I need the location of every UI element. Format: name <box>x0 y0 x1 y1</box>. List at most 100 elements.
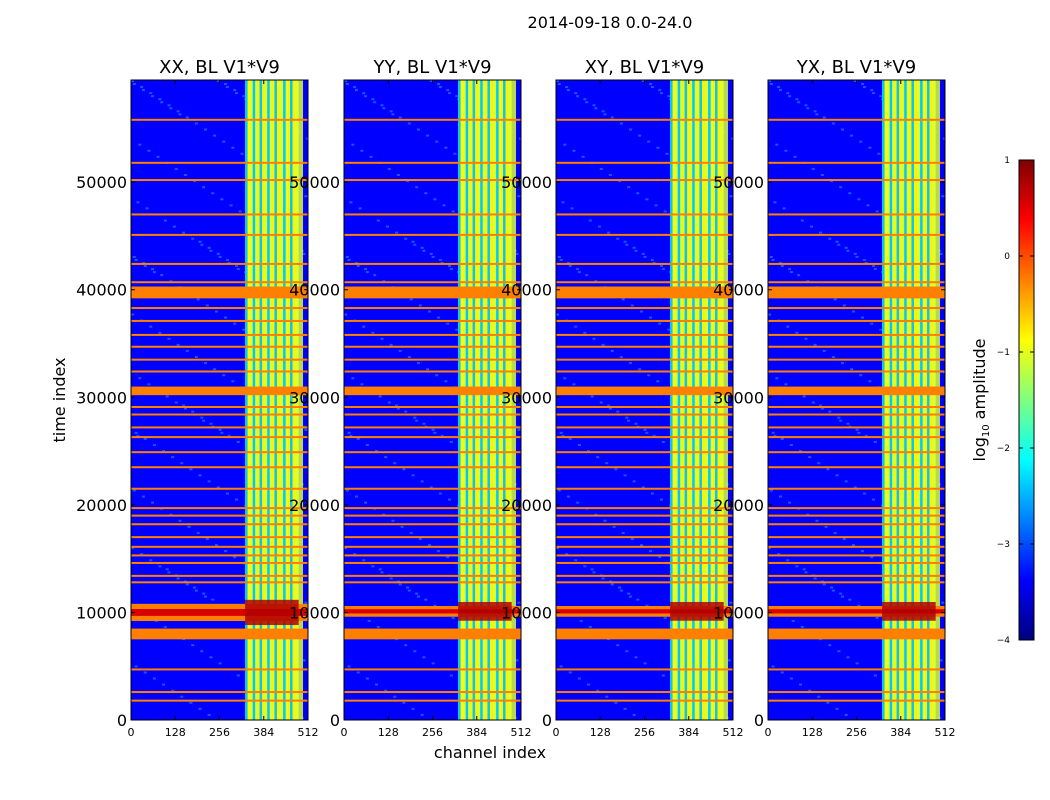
x-tick-label: 0 <box>128 726 135 739</box>
noise-speck <box>559 258 563 261</box>
flag-row <box>556 281 733 284</box>
noise-speck <box>804 571 808 574</box>
noise-speck <box>873 440 877 443</box>
noise-speck <box>861 550 865 553</box>
noise-speck <box>187 525 191 528</box>
channel-stripe <box>932 80 941 720</box>
noise-speck <box>193 180 197 183</box>
flag-row <box>768 213 945 216</box>
noise-speck <box>233 322 237 325</box>
noise-speck <box>416 128 420 131</box>
flag-row <box>131 466 308 469</box>
x-tick-label: 128 <box>590 726 611 739</box>
noise-speck <box>165 395 169 398</box>
noise-speck <box>610 349 614 352</box>
noise-speck <box>576 268 580 271</box>
noise-speck <box>632 713 636 716</box>
flag-row <box>556 487 733 490</box>
noise-speck <box>380 104 384 107</box>
noise-speck <box>826 701 830 704</box>
noise-speck <box>570 207 574 210</box>
flag-row <box>556 307 733 310</box>
noise-speck <box>639 544 643 547</box>
strong-row <box>556 628 733 640</box>
noise-speck <box>395 231 399 234</box>
noise-speck <box>162 683 166 686</box>
flag-row <box>768 523 945 526</box>
noise-speck <box>775 143 779 146</box>
noise-speck <box>378 395 382 398</box>
flag-row <box>556 523 733 526</box>
x-tick-label: 0 <box>341 726 348 739</box>
noise-speck <box>797 274 801 277</box>
flag-row <box>768 358 945 361</box>
noise-speck <box>607 404 611 407</box>
noise-speck <box>149 325 153 328</box>
noise-speck <box>167 104 171 107</box>
noise-speck <box>207 246 211 249</box>
noise-speck <box>848 192 852 195</box>
noise-speck <box>786 559 790 562</box>
x-tick-label: 128 <box>802 726 823 739</box>
noise-speck <box>727 252 731 255</box>
noise-speck <box>353 86 357 89</box>
noise-speck <box>437 550 441 553</box>
noise-speck <box>156 155 160 158</box>
noise-speck <box>623 240 627 243</box>
noise-speck <box>415 592 419 595</box>
noise-speck <box>576 95 580 98</box>
noise-speck <box>240 152 244 155</box>
noise-speck <box>409 531 413 534</box>
noise-speck <box>132 83 136 86</box>
noise-speck <box>663 616 667 619</box>
noise-speck <box>632 480 636 483</box>
noise-speck <box>191 644 195 647</box>
flag-row <box>131 436 308 439</box>
noise-speck <box>198 707 202 710</box>
noise-speck <box>369 155 373 158</box>
noise-speck <box>579 619 583 622</box>
noise-speck <box>862 492 866 495</box>
noise-speck <box>596 456 600 459</box>
noise-speck <box>605 462 609 465</box>
noise-speck <box>224 83 228 86</box>
noise-speck <box>587 450 591 453</box>
noise-speck <box>649 316 653 319</box>
noise-speck <box>418 538 422 541</box>
noise-speck <box>453 152 457 155</box>
noise-speck <box>209 249 213 252</box>
noise-speck <box>574 92 578 95</box>
noise-speck <box>207 480 211 483</box>
noise-speck <box>572 383 576 386</box>
noise-speck <box>517 428 521 431</box>
noise-speck <box>347 258 351 261</box>
x-tick-label: 384 <box>890 726 911 739</box>
channel-gap-stripe <box>283 80 286 720</box>
noise-speck <box>802 395 806 398</box>
figure-suptitle: 2014-09-18 0.0-24.0 <box>528 13 693 32</box>
noise-speck <box>198 474 202 477</box>
noise-speck <box>382 280 386 283</box>
noise-speck <box>556 313 559 316</box>
noise-speck <box>647 140 651 143</box>
panel-1: XX, BL V1*V9 0 128 256 384 512 0 10000 20000 3000… <box>76 57 318 739</box>
flag-row <box>556 333 733 336</box>
noise-speck <box>345 489 349 492</box>
noise-speck <box>134 665 138 668</box>
noise-speck <box>941 601 945 604</box>
noise-speck <box>572 149 576 152</box>
x-tick-label: 128 <box>378 726 399 739</box>
noise-speck <box>786 92 790 95</box>
y-tick-label: 0 <box>542 711 552 730</box>
channel-gap-stripe <box>274 80 277 720</box>
noise-speck <box>614 701 618 704</box>
noise-speck <box>448 92 452 95</box>
noise-speck <box>769 255 773 258</box>
y-tick-label: 0 <box>117 711 127 730</box>
noise-speck <box>632 246 636 249</box>
channel-gap-stripe <box>715 80 718 720</box>
noise-speck <box>225 86 229 89</box>
noise-speck <box>773 201 777 204</box>
noise-speck <box>211 598 215 601</box>
noise-speck <box>182 404 186 407</box>
